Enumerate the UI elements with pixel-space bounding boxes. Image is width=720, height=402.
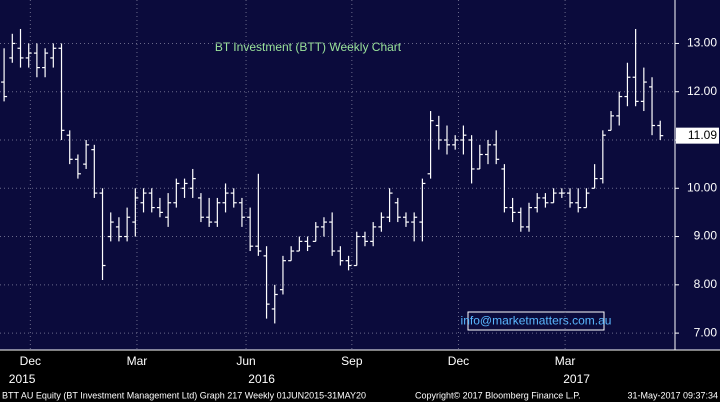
axis-background: [675, 0, 720, 350]
y-tick-label: 9.00: [694, 229, 718, 243]
x-tick-label: Mar: [555, 354, 576, 368]
watermark-box: [467, 311, 605, 331]
y-tick-label: 7.00: [694, 325, 718, 339]
x-tick-label: Mar: [127, 354, 148, 368]
year-label: 2016: [248, 372, 275, 386]
x-tick-label: Dec: [448, 354, 469, 368]
last-price-box: [676, 127, 719, 144]
y-tick-label: 8.00: [694, 277, 718, 291]
y-tick-label: 10.00: [687, 180, 717, 194]
year-label: 2017: [563, 372, 590, 386]
y-tick-label: 13.00: [687, 36, 717, 50]
x-tick-label: Dec: [20, 354, 41, 368]
footer-left: BTT AU Equity (BT Investment Management …: [2, 390, 366, 400]
x-tick-label: Sep: [341, 354, 363, 368]
chart-title: BT Investment (BTT) Weekly Chart: [215, 40, 402, 54]
y-tick-label: 12.00: [687, 84, 717, 98]
year-label: 2015: [9, 372, 36, 386]
last-price-label: 11.09: [688, 128, 717, 142]
plot-background: [0, 0, 675, 350]
footer-center: Copyright© 2017 Bloomberg Finance L.P.: [415, 390, 581, 400]
x-tick-label: Jun: [236, 354, 255, 368]
footer-right: 31-May-2017 09:37:34: [627, 390, 718, 400]
watermark: info@marketmatters.com.au: [461, 314, 612, 328]
